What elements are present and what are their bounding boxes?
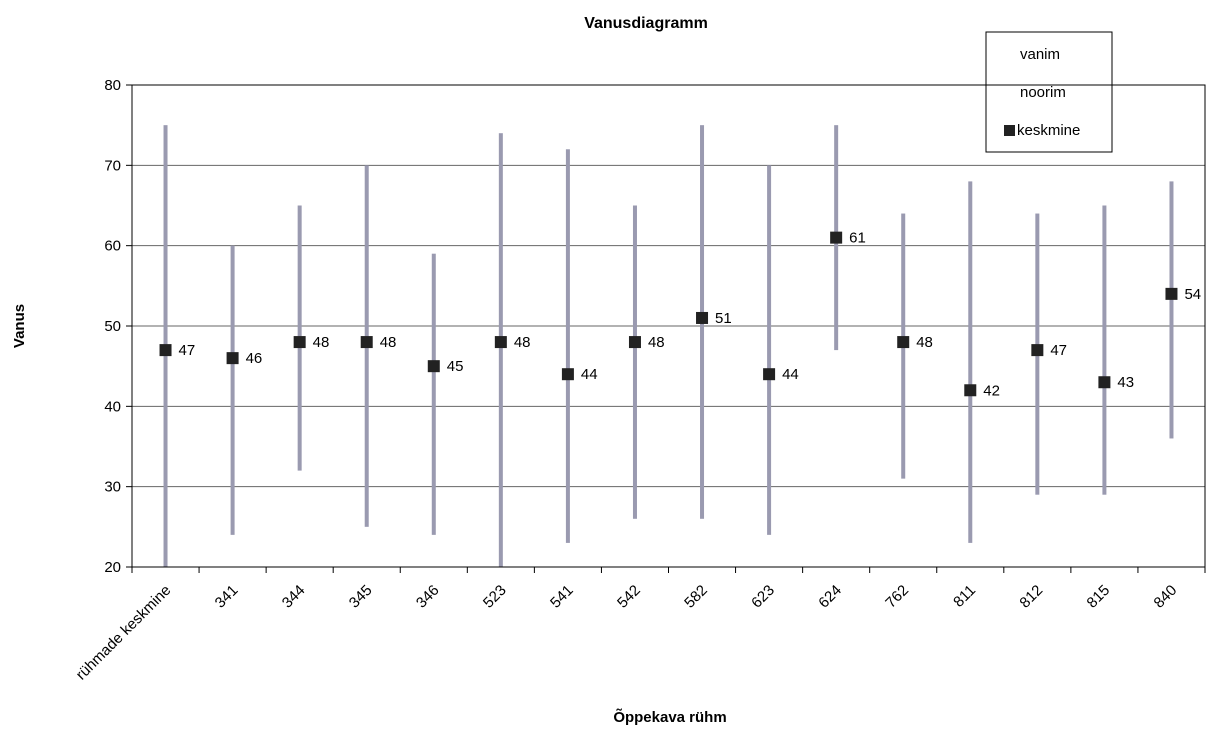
range-bar	[230, 245, 235, 535]
y-tick-label: 20	[104, 559, 121, 576]
y-axis-title: Vanus	[11, 304, 28, 348]
mean-marker	[226, 352, 239, 365]
mean-marker	[964, 384, 977, 397]
y-tick-label: 40	[104, 398, 121, 415]
y-tick-label: 80	[104, 77, 121, 94]
legend-label-noorim: noorim	[1020, 84, 1066, 101]
data-label: 48	[514, 334, 531, 351]
mean-marker	[763, 368, 776, 381]
range-bar	[1102, 205, 1107, 495]
x-axis-ticks: rühmade keskmine 341 344 345 346 523 541 542 582…	[73, 567, 1206, 684]
plot-area	[131, 84, 1206, 568]
data-label: 42	[983, 382, 1000, 399]
legend-label-keskmine: keskmine	[1017, 122, 1080, 139]
legend-label-vanim: vanim	[1020, 46, 1060, 63]
range-bar	[632, 205, 637, 519]
x-tick-label: 624	[815, 582, 845, 612]
gridlines	[132, 164, 1205, 488]
range-bar	[968, 181, 973, 543]
x-tick-label: 345	[346, 582, 376, 612]
data-label: 45	[447, 358, 464, 375]
mean-marker	[1031, 344, 1044, 357]
mean-marker	[628, 336, 641, 349]
data-label: 48	[313, 334, 330, 351]
mean-marker	[427, 360, 440, 373]
y-tick-label: 30	[104, 479, 121, 496]
mean-marker	[1165, 287, 1178, 300]
mean-marker	[1098, 376, 1111, 389]
y-tick-label: 70	[104, 157, 121, 174]
x-axis-title: Õppekava rühm	[613, 708, 726, 726]
x-tick-label: 762	[882, 582, 912, 612]
x-tick-label: rühmade keskmine	[73, 582, 175, 684]
x-tick-label: 840	[1151, 582, 1181, 612]
data-label: 54	[1184, 286, 1201, 303]
range-bar	[1169, 181, 1174, 439]
mean-markers	[159, 231, 1178, 397]
x-tick-label: 344	[279, 582, 309, 612]
range-bar	[431, 253, 436, 535]
mean-marker	[897, 336, 910, 349]
legend: vanim noorim keskmine	[985, 31, 1113, 153]
data-labels: 47 46 48 48 45 48 44 48 51 44 61 48 42 47 43 54	[179, 230, 1202, 400]
x-tick-label: 542	[614, 582, 644, 612]
range-bar	[767, 165, 772, 535]
y-axis-ticks: 20 30 40 50 60 70 80	[104, 77, 132, 576]
x-tick-label: 811	[950, 582, 979, 611]
range-bar	[498, 133, 503, 567]
x-tick-label: 815	[1084, 582, 1114, 612]
chart-title: Vanusdiagramm	[584, 15, 708, 32]
mean-marker	[494, 336, 507, 349]
legend-box	[985, 31, 1113, 153]
mean-marker	[293, 336, 306, 349]
mean-marker	[696, 311, 709, 324]
y-tick-label: 60	[104, 238, 121, 255]
data-label: 44	[782, 366, 799, 383]
mean-marker	[360, 336, 373, 349]
data-label: 47	[179, 342, 196, 359]
x-tick-label: 623	[748, 582, 778, 612]
data-label: 48	[916, 334, 933, 351]
data-label: 47	[1050, 342, 1067, 359]
x-tick-label: 812	[1016, 582, 1046, 612]
data-label: 48	[648, 334, 665, 351]
mean-marker	[561, 368, 574, 381]
legend-marker-keskmine	[1004, 125, 1015, 136]
range-bar	[565, 149, 570, 543]
data-label: 43	[1117, 374, 1134, 391]
mean-marker	[159, 344, 172, 357]
data-label: 46	[246, 350, 263, 367]
data-label: 44	[581, 366, 598, 383]
data-label: 61	[849, 230, 866, 247]
mean-marker	[830, 231, 843, 244]
y-tick-label: 50	[104, 318, 121, 335]
x-tick-label: 346	[413, 582, 443, 612]
x-tick-label: 523	[480, 582, 510, 612]
x-tick-label: 341	[212, 582, 242, 612]
x-tick-label: 541	[547, 582, 577, 612]
data-label: 51	[715, 310, 732, 327]
data-label: 48	[380, 334, 397, 351]
x-tick-label: 582	[681, 582, 711, 612]
